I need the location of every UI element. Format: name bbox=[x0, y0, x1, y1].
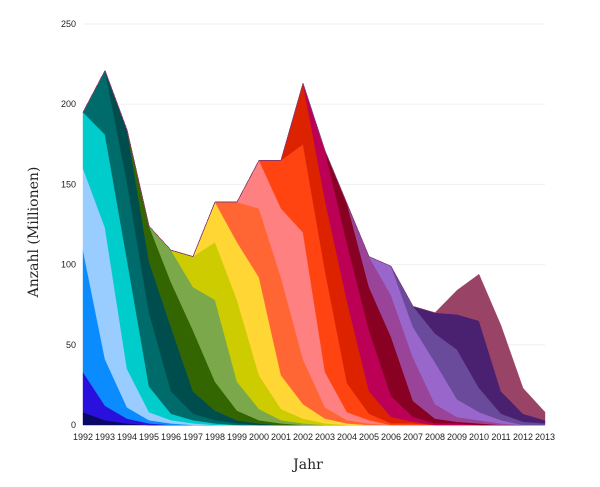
x-tick-label: 1998 bbox=[205, 432, 225, 442]
x-tick-label: 2010 bbox=[469, 432, 489, 442]
y-tick-label: 100 bbox=[61, 260, 76, 270]
x-tick-label: 1996 bbox=[161, 432, 181, 442]
x-tick-label: 2003 bbox=[315, 432, 335, 442]
x-tick-label: 2011 bbox=[491, 432, 510, 442]
x-tick-label: 1999 bbox=[227, 432, 247, 442]
x-tick-label: 2004 bbox=[337, 432, 357, 442]
area-layers bbox=[82, 69, 546, 426]
x-tick-label: 1997 bbox=[183, 432, 203, 442]
x-tick-label: 1993 bbox=[95, 432, 115, 442]
x-tick-label: 2007 bbox=[403, 432, 423, 442]
x-tick-label: 1994 bbox=[117, 432, 137, 442]
x-tick-label: 2009 bbox=[447, 432, 467, 442]
x-tick-label: 2000 bbox=[249, 432, 269, 442]
y-tick-label: 50 bbox=[66, 340, 76, 350]
x-tick-label: 1995 bbox=[139, 432, 159, 442]
y-axis-ticks: 0 50 100 150 200 250 bbox=[61, 19, 76, 430]
x-tick-label: 2013 bbox=[535, 432, 555, 442]
x-tick-label: 2008 bbox=[425, 432, 445, 442]
x-tick-label: 2002 bbox=[293, 432, 313, 442]
y-tick-label: 250 bbox=[61, 19, 76, 29]
x-tick-label: 2001 bbox=[271, 432, 291, 442]
y-axis-label: Anzahl (Millionen) bbox=[26, 167, 42, 299]
y-tick-label: 0 bbox=[71, 420, 76, 430]
x-tick-label: 2012 bbox=[513, 432, 533, 442]
x-tick-label: 2005 bbox=[359, 432, 379, 442]
x-axis-label: Jahr bbox=[291, 457, 323, 473]
y-tick-label: 200 bbox=[61, 99, 76, 109]
area-series-22 bbox=[82, 70, 546, 421]
y-tick-label: 150 bbox=[61, 179, 76, 189]
x-tick-label: 2006 bbox=[381, 432, 401, 442]
x-tick-label: 1992 bbox=[73, 432, 93, 442]
x-axis-ticks: 1992 1993 1994 1995 1996 1997 1998 1999 2000 2001… bbox=[73, 432, 555, 442]
